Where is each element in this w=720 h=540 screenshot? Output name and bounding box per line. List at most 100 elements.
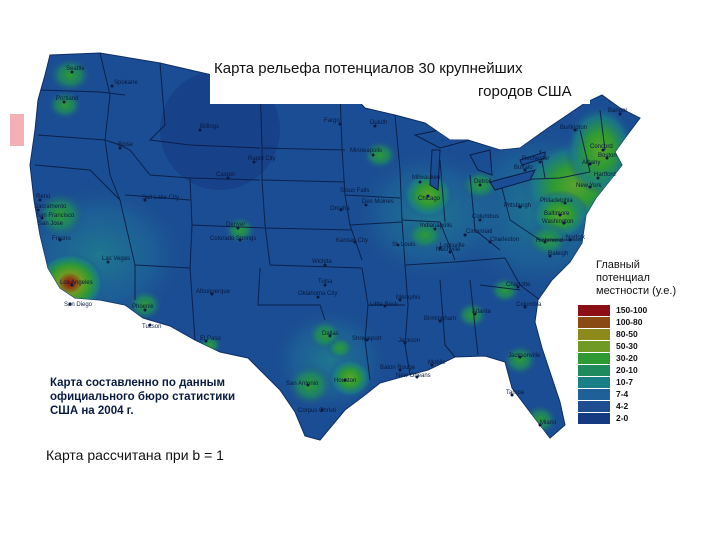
city-label: Raleigh: [548, 251, 569, 257]
legend-label: 80-50: [616, 329, 638, 339]
city-label: San Antonio: [286, 381, 319, 387]
city-label: Seattle: [66, 66, 85, 72]
city-label: Wichita: [312, 259, 332, 265]
map-title-line1: Карта рельефа потенциалов 30 крупнейших: [214, 60, 523, 77]
city-label: Boston: [598, 153, 617, 159]
city-label: New York: [576, 183, 602, 189]
city-label: San Diego: [64, 302, 93, 308]
city-label: Dallas: [322, 331, 339, 337]
city-label: San Francisco: [36, 213, 75, 219]
city-label: Des Moines: [362, 199, 394, 205]
city-label: Atlanta: [472, 309, 491, 315]
city-label: Charleston: [490, 237, 520, 243]
edge-mark: [10, 114, 24, 146]
city-label: Little Rock: [370, 302, 399, 308]
city-label: Tulsa: [318, 279, 333, 285]
legend-title: Главный потенциал местности (у.е.): [594, 258, 694, 299]
legend-label: 150-100: [616, 305, 648, 315]
city-label: Baltimore: [544, 211, 570, 217]
city-label: Tucson: [142, 324, 162, 330]
city-label: Jacksonville: [508, 353, 541, 359]
city-label: Houston: [334, 378, 357, 384]
legend-swatch: [578, 329, 610, 340]
city-label: Indianapolis: [420, 223, 453, 229]
city-label: Norfolk: [566, 235, 586, 241]
city-label: Columbus: [472, 214, 500, 220]
city-label: Las Vegas: [102, 256, 131, 262]
map-title-line2: городов США: [478, 83, 572, 100]
city-label: Reno: [36, 194, 51, 200]
city-label: Baton Rouge: [380, 365, 416, 371]
city-label: El Paso: [200, 336, 221, 342]
city-label: Milwaukee: [412, 175, 441, 181]
city-label: Birmingham: [424, 316, 457, 322]
legend-swatch: [578, 365, 610, 376]
city-label: Miami: [540, 420, 556, 426]
city-label: Salt Lake City: [142, 195, 180, 201]
city-label: Nashville: [436, 247, 461, 253]
title-box: [210, 58, 590, 104]
city-label: San Jose: [38, 221, 64, 227]
city-label: Kansas City: [336, 238, 369, 244]
city-label: Jackson: [398, 338, 421, 344]
legend-swatch: [578, 389, 610, 400]
city-label: Oklahoma City: [298, 291, 338, 297]
city-label: Fresno: [52, 236, 71, 242]
legend-label: 4-2: [616, 401, 629, 411]
city-label: Portland: [56, 96, 79, 102]
legend-swatch: [578, 317, 610, 328]
legend-label: 100-80: [616, 317, 643, 327]
legend-label: 10-7: [616, 377, 634, 387]
city-label: Duluth: [370, 120, 388, 126]
city-label: Albuquerque: [196, 289, 231, 295]
city-label: Bangor: [608, 108, 628, 114]
city-label: Columbia: [516, 302, 542, 308]
city-label: Philadelphia: [540, 198, 573, 204]
city-label: Rapid City: [248, 156, 276, 162]
legend-swatch: [578, 413, 610, 424]
city-label: Rochester: [522, 156, 550, 162]
city-label: Cincinnati: [466, 229, 493, 235]
city-label: Shreveport: [352, 336, 382, 342]
city-label: Sacramento: [34, 204, 67, 210]
city-label: Fargo: [324, 118, 340, 124]
city-label: St. Louis: [392, 242, 416, 248]
city-label: Omaha: [330, 206, 350, 212]
legend-swatch: [578, 377, 610, 388]
legend-label: 7-4: [616, 389, 629, 399]
source-note: Карта составленно по данным официального…: [50, 377, 236, 417]
city-label: Corpus Christi: [298, 408, 337, 414]
city-label: Tampa: [506, 390, 525, 396]
legend-label: 20-10: [616, 365, 638, 375]
city-label: Denver: [226, 222, 246, 228]
city-label: Phoenix: [132, 304, 154, 310]
legend-swatch: [578, 401, 610, 412]
city-label: Pittsburgh: [504, 203, 532, 209]
city-label: Mobile: [428, 360, 446, 366]
city-label: Boise: [118, 142, 134, 148]
city-label: New Orleans: [396, 373, 431, 379]
city-label: Colorado Springs: [210, 236, 257, 242]
city-label: Casper: [216, 172, 236, 178]
city-label: Albany: [582, 160, 601, 166]
city-label: Memphis: [396, 295, 421, 301]
city-label: Washington: [542, 219, 574, 225]
calc-note: Карта рассчитана при b = 1: [46, 447, 224, 463]
city-label: Burlington: [560, 125, 588, 131]
legend-swatch: [578, 353, 610, 364]
legend-swatch: [578, 305, 610, 316]
city-label: Detroit: [474, 179, 492, 185]
city-label: Spokane: [114, 80, 138, 86]
city-label: Hartford: [594, 172, 616, 178]
legend-label: 30-20: [616, 353, 638, 363]
city-label: Los Angeles: [60, 280, 93, 286]
legend-label: 50-30: [616, 341, 638, 351]
city-label: Minneapolis: [350, 148, 383, 154]
legend-label: 2-0: [616, 413, 629, 423]
city-label: Louisville: [440, 243, 465, 249]
city-label: Buffalo: [514, 165, 533, 171]
city-label: Richmond: [536, 238, 564, 244]
city-markers: [36, 70, 622, 427]
city-label: Sioux Falls: [340, 188, 370, 194]
